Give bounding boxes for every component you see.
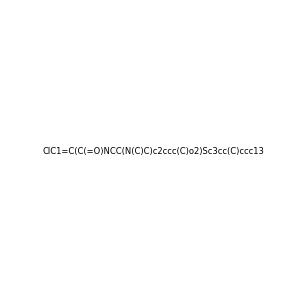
Text: ClC1=C(C(=O)NCC(N(C)C)c2ccc(C)o2)Sc3cc(C)ccc13: ClC1=C(C(=O)NCC(N(C)C)c2ccc(C)o2)Sc3cc(C…: [43, 147, 265, 156]
